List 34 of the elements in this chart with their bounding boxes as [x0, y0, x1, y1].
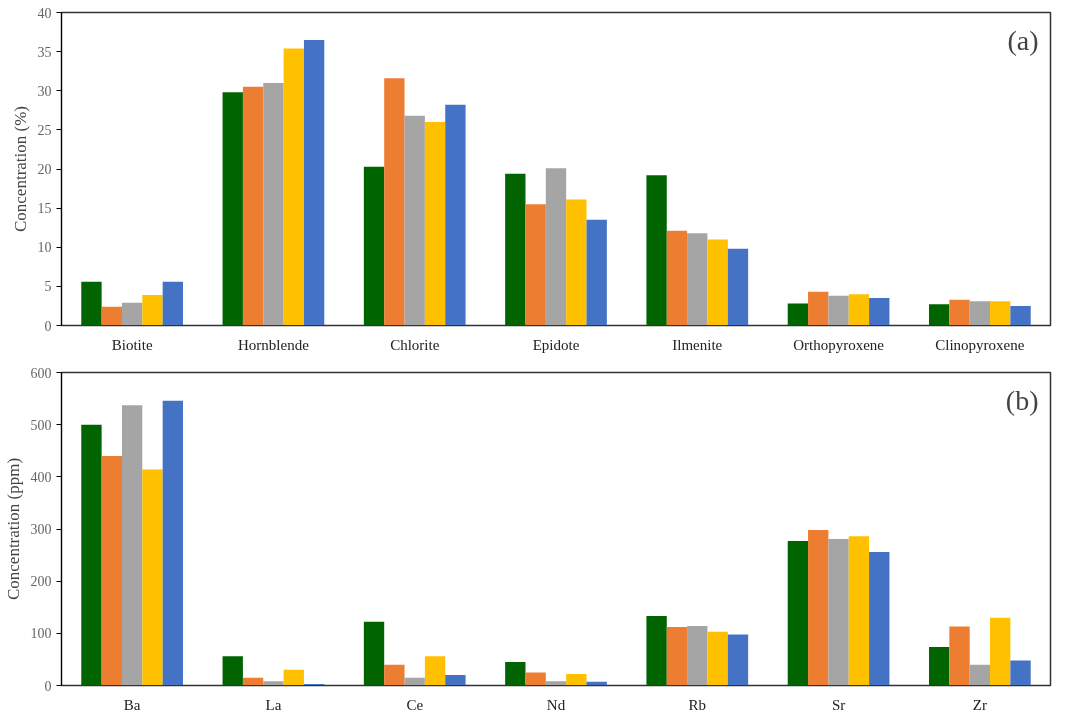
x-tick-label: Rb [688, 696, 707, 713]
x-tick-label: Orthopyroxene [793, 336, 885, 353]
y-tick-label: 35 [37, 44, 52, 60]
y-tick-label: 500 [30, 417, 52, 433]
annotation: (b) [1005, 384, 1039, 416]
y-axis-title: Concentration (ppm) [3, 457, 23, 601]
x-tick-label: Zr [972, 696, 987, 713]
y-tick-label: 0 [44, 318, 52, 334]
y-axis-title: Concentration (%) [10, 105, 30, 233]
y-tick-label: 15 [37, 201, 52, 217]
y-tick-label: 10 [37, 240, 52, 256]
x-tick-label: La [265, 696, 282, 713]
annotation: (a) [1007, 24, 1039, 56]
y-tick-label: 20 [37, 162, 52, 177]
y-tick-label: 0 [44, 678, 52, 694]
x-tick-label: Biotite [111, 336, 153, 353]
y-tick-label: 200 [30, 574, 52, 590]
y-tick-label: 400 [30, 469, 52, 485]
x-tick-label: Ilmenite [672, 336, 723, 353]
x-tick-label: Hornblende [238, 336, 310, 353]
x-tick-label: Ce [406, 696, 424, 713]
y-tick-label: 100 [30, 626, 52, 642]
y-tick-label: 30 [37, 83, 52, 99]
y-tick-label: 25 [37, 122, 52, 138]
x-tick-label: Chlorite [390, 336, 440, 353]
x-tick-label: Sr [831, 696, 846, 713]
y-tick-label: 600 [30, 365, 52, 381]
y-tick-label: 5 [44, 279, 52, 295]
y-tick-label: 40 [37, 5, 52, 21]
x-tick-label: Nd [546, 696, 566, 713]
x-tick-label: Clinopyroxene [935, 336, 1025, 353]
x-tick-label: Ba [123, 696, 141, 713]
y-tick-label: 300 [30, 522, 52, 537]
x-tick-label: Epidote [532, 336, 580, 353]
